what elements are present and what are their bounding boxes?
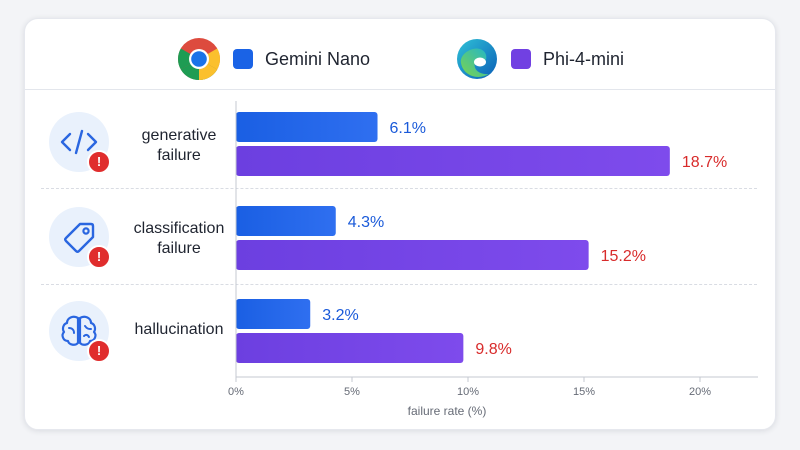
row-divider <box>41 284 757 285</box>
row-divider <box>41 188 757 189</box>
bar-gemini-nano-1 <box>236 112 378 142</box>
edge-logo-icon <box>457 39 497 79</box>
data-label-gemini-nano-2: 4.3% <box>348 214 384 231</box>
legend-item-gemini-nano: Gemini Nano <box>177 38 371 81</box>
data-label-phi-4-mini-2: 15.2% <box>601 248 646 265</box>
x-axis-title: failure rate (%) <box>408 404 487 418</box>
alert-icon: ! <box>87 339 111 363</box>
x-tick-label: 0% <box>228 386 244 398</box>
alert-icon: ! <box>87 150 111 174</box>
brain-icon: ! <box>49 301 111 363</box>
bar-phi-4-mini-2 <box>236 240 589 270</box>
legend: Gemini Nano Phi-4-mini <box>25 19 775 90</box>
legend-item-phi-4-mini: Phi-4-mini <box>455 39 624 79</box>
x-tick-label: 15% <box>573 386 595 398</box>
legend-swatch-gemini-nano <box>233 49 253 69</box>
x-tick-label: 5% <box>344 386 360 398</box>
category-label-hallucination: hallucination <box>134 321 224 338</box>
bar-phi-4-mini-3 <box>236 333 464 363</box>
x-tick-label: 20% <box>689 386 711 398</box>
x-tick-label: 10% <box>457 386 479 398</box>
bar-gemini-nano-3 <box>236 299 311 329</box>
legend-swatch-phi-4-mini <box>511 49 531 69</box>
alert-icon: ! <box>87 245 111 269</box>
data-label-gemini-nano-3: 3.2% <box>322 307 358 324</box>
tag-icon: ! <box>49 207 111 269</box>
bar-plot: 6.1% 18.7% 4.3% 15.2% 3.2% 9.8% 0% 5% 10% 15% 20%… <box>228 101 758 418</box>
chart-card: Gemini Nano Phi-4-mini <box>24 18 776 430</box>
code-icon: ! <box>49 112 111 174</box>
chrome-logo-icon <box>177 38 221 81</box>
bar-phi-4-mini-1 <box>236 146 670 176</box>
data-label-phi-4-mini-3: 9.8% <box>475 341 511 358</box>
data-label-gemini-nano-1: 6.1% <box>390 120 426 137</box>
category-label-classification-failure: classification failure <box>133 220 225 257</box>
category-label-generative-failure: generative failure <box>141 127 217 164</box>
data-label-phi-4-mini-1: 18.7% <box>682 154 727 171</box>
legend-label-phi-4-mini: Phi-4-mini <box>543 48 625 69</box>
legend-label-gemini-nano: Gemini Nano <box>265 48 371 69</box>
bar-gemini-nano-2 <box>236 206 336 236</box>
